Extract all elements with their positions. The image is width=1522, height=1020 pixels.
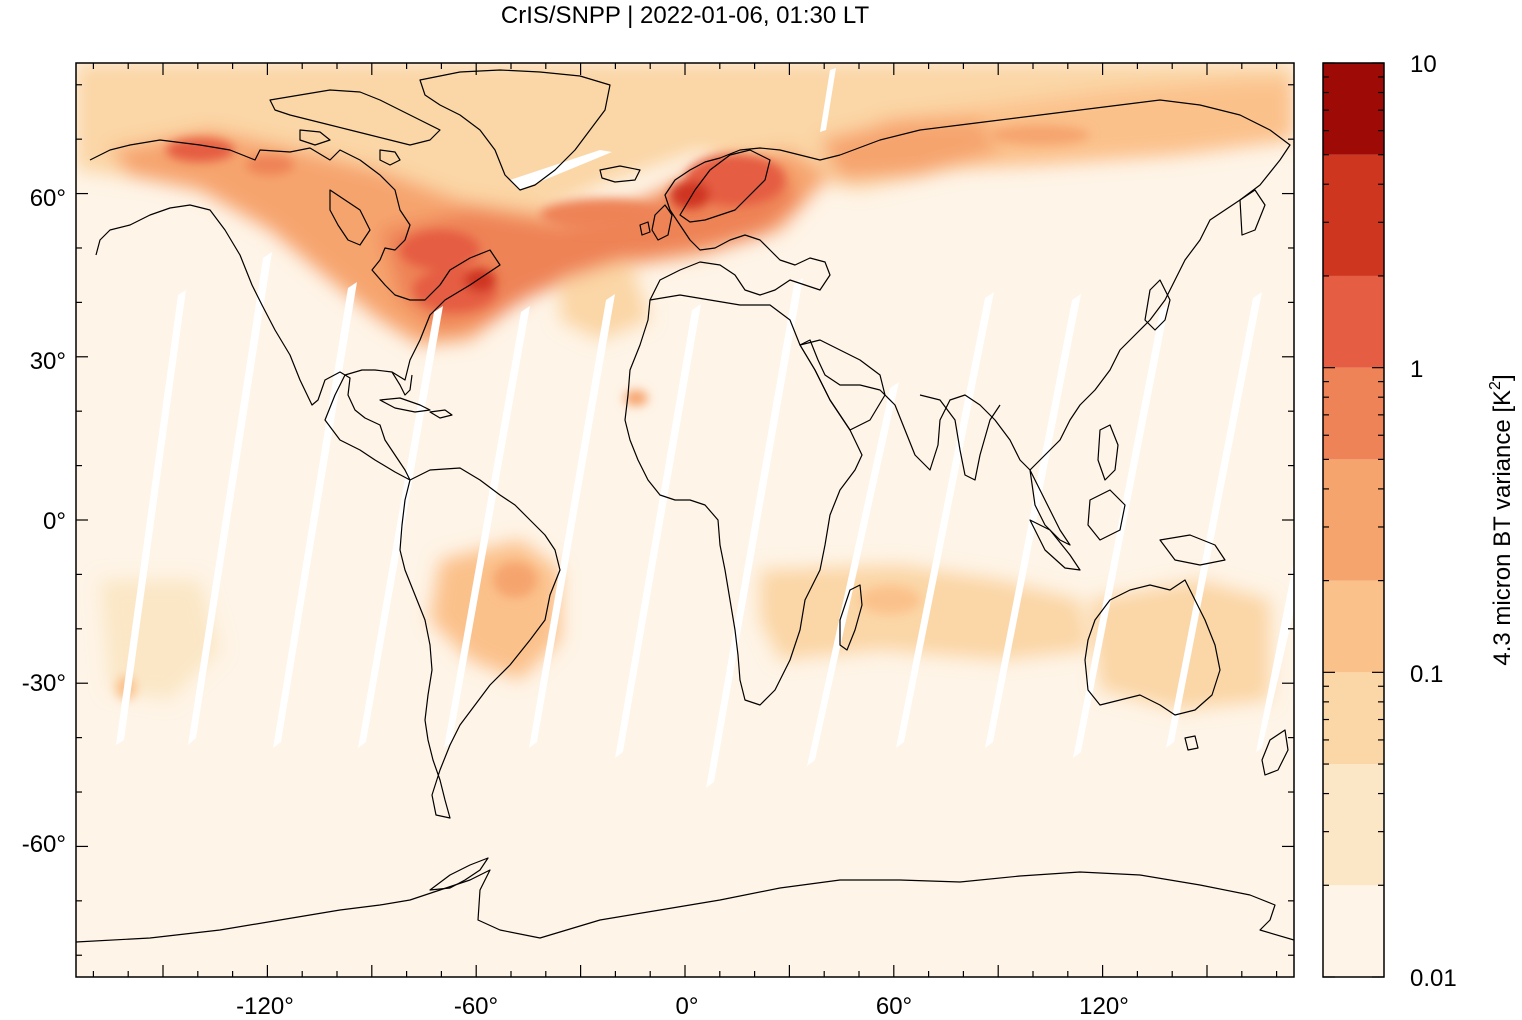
coast-greenland [419, 69, 611, 191]
coast-kamchatka [1239, 189, 1266, 236]
colorbar-band-0 [1323, 885, 1384, 977]
x-axis-labels: -120° -60° 0° 60° 120° [236, 993, 1129, 1020]
coast-north-america [89, 139, 501, 481]
coast-antarctic-peninsula [429, 857, 489, 891]
peak-north-siberia [990, 125, 1090, 145]
colorbar-title-end: ] [1489, 374, 1516, 381]
colorbar-band-2 [1323, 672, 1384, 765]
coast-australia [1084, 579, 1221, 716]
coast-india [919, 394, 1001, 481]
swath-gaps [116, 68, 1294, 788]
mid-atlantic-blob [560, 260, 650, 340]
peak-greenland-sea [540, 199, 660, 231]
swath-gap-7 [615, 304, 701, 758]
swath-gap-2 [188, 252, 272, 745]
coast-tasmania [1184, 735, 1199, 751]
swath-gap-arctic-1 [820, 68, 836, 132]
colorbar-tick-label: 1 [1410, 356, 1423, 383]
swath-gap-1 [116, 290, 186, 745]
colorbar-title-sup: 2 [1487, 381, 1504, 390]
colorbar-band-8 [1323, 63, 1384, 155]
y-axis-labels: 60° 30° 0° -30° -60° [22, 185, 66, 858]
y-tick-label: -60° [22, 831, 66, 858]
x-tick-label: -120° [236, 993, 294, 1020]
colorbar-frame [1322, 62, 1385, 978]
coast-arabia [799, 339, 886, 431]
swath-gap-13 [1166, 292, 1262, 748]
colorbar-tick-label: 0.01 [1410, 965, 1457, 992]
y-tick-label: 60° [30, 185, 66, 212]
swath-gap-8 [706, 278, 803, 788]
axis-ticks [76, 63, 1294, 977]
map-area [76, 63, 1294, 977]
coast-asia [799, 99, 1291, 471]
colorbar-band-4 [1323, 459, 1384, 581]
peak-azores [624, 390, 648, 406]
coast-florida [391, 371, 413, 396]
coast-new-zealand [1261, 729, 1289, 776]
coast-philippines [1097, 424, 1119, 481]
colorbar-band-5 [1323, 367, 1384, 460]
x-tick-label: 0° [676, 993, 699, 1020]
eurasia-shoulder [820, 120, 1000, 180]
coast-cuba [379, 397, 431, 413]
peak-norway [670, 181, 710, 209]
coast-canadian-archipelago [269, 89, 441, 166]
coast-scandinavia [679, 149, 771, 223]
colorbar-title-main: 4.3 micron BT variance [K [1489, 390, 1516, 666]
peak-brazil [493, 562, 537, 598]
peak-hudson [400, 230, 480, 270]
coast-british-isles [639, 204, 673, 241]
swath-gap-6 [529, 294, 615, 748]
swath-gap-14 [1256, 560, 1294, 752]
coast-iceland [599, 165, 641, 183]
coast-japan [1144, 279, 1171, 331]
coast-hudson-bay [329, 189, 371, 246]
swath-gap-9 [807, 382, 899, 766]
variance-peaks [116, 125, 1090, 700]
coast-hispaniola [429, 409, 453, 419]
peak-madagascar-sea [860, 586, 920, 614]
peak-scandinavia [685, 154, 785, 206]
x-tick-label: 60° [876, 993, 912, 1020]
coastlines [76, 69, 1294, 943]
colorbar-bands [1323, 63, 1384, 977]
colorbar-tick-label: 0.1 [1410, 661, 1443, 688]
chart-title: CrIS/SNPP | 2022-01-06, 01:30 LT [500, 2, 870, 29]
peak-new-england [464, 268, 496, 292]
colorbar-band-6 [1323, 275, 1384, 368]
swath-gap-12 [1073, 304, 1169, 758]
colorbar-band-1 [1323, 764, 1384, 886]
swath-gap-5 [444, 306, 530, 748]
colorbar-band-3 [1323, 580, 1384, 673]
coast-southeast-asia [1029, 469, 1071, 546]
peak-alaska [166, 138, 234, 162]
coast-sumatra [1029, 519, 1081, 571]
swath-gap-arctic-2 [510, 150, 612, 190]
colorbar-tick-label: 10 [1410, 51, 1437, 78]
coast-antarctica [76, 869, 1294, 943]
y-tick-label: 0° [43, 508, 66, 535]
swath-gap-4 [358, 306, 443, 748]
colorbar-title: 4.3 micron BT variance [K2] [1487, 374, 1516, 665]
colorbar: 10 1 0.1 0.01 4.3 micron BT variance [K2… [1322, 51, 1516, 992]
coast-borneo [1087, 489, 1126, 541]
coast-madagascar [839, 584, 863, 651]
coast-south-america [399, 467, 561, 819]
x-tick-label: -60° [454, 993, 498, 1020]
peak-yukon [246, 155, 294, 175]
y-tick-label: -30° [22, 670, 66, 697]
colorbar-ticks [1323, 62, 1384, 978]
australia-blob [1090, 580, 1270, 710]
y-tick-label: 30° [30, 348, 66, 375]
swath-gap-3 [273, 282, 357, 748]
swath-gap-10 [896, 292, 994, 748]
x-tick-label: 120° [1079, 993, 1129, 1020]
coast-europe [649, 147, 841, 301]
colorbar-band-7 [1323, 154, 1384, 276]
coast-new-guinea [1159, 534, 1226, 566]
